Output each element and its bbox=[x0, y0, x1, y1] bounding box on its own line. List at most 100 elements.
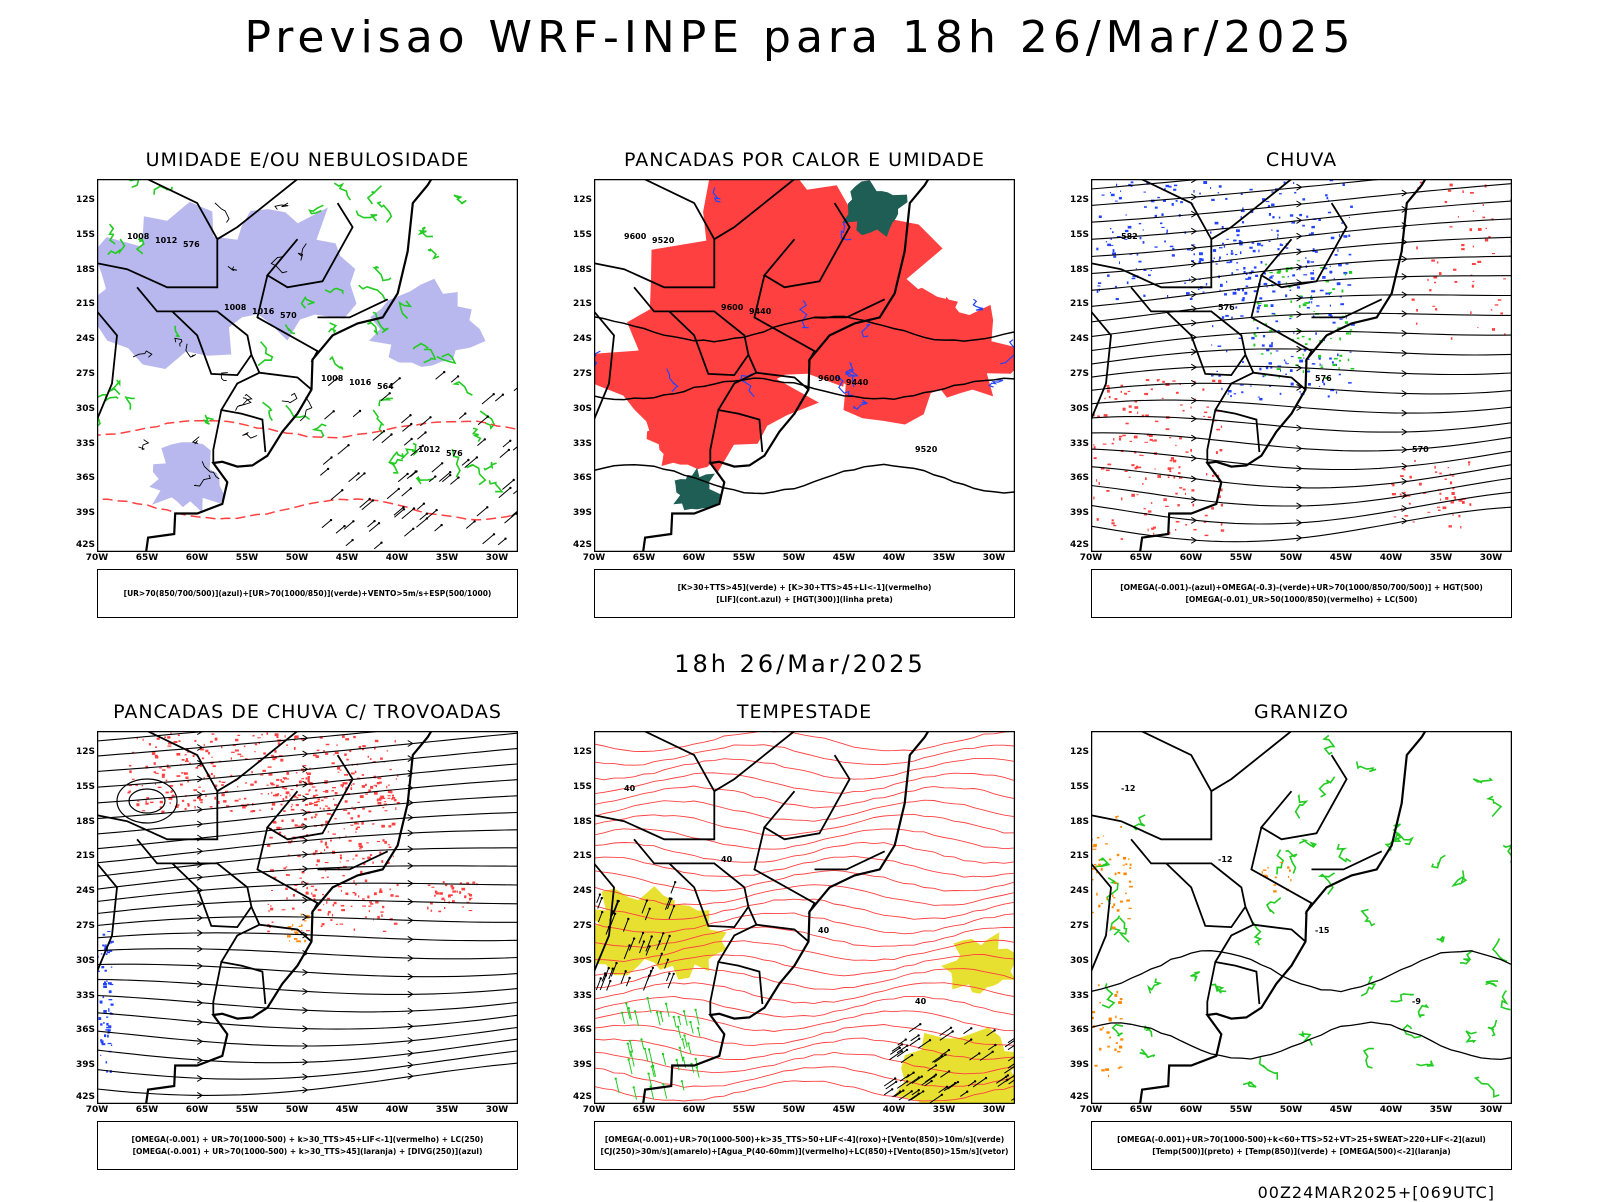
streamline-arrow bbox=[196, 1091, 204, 1099]
thunder-red bbox=[194, 806, 196, 809]
streamline-arrow bbox=[1296, 263, 1303, 271]
lon-label: 50W bbox=[782, 553, 806, 563]
thunder-red bbox=[331, 914, 334, 917]
wind-vector-head bbox=[326, 467, 330, 471]
rain-blue bbox=[1269, 385, 1272, 387]
temp850-contour bbox=[1486, 795, 1503, 818]
thunder-red bbox=[237, 734, 241, 736]
coastline bbox=[144, 731, 433, 1104]
rain-blue bbox=[1119, 261, 1120, 265]
thunder-red bbox=[316, 800, 320, 803]
omega-orange bbox=[1106, 1031, 1110, 1034]
rain-red bbox=[1447, 189, 1452, 192]
lifted-index-contour bbox=[840, 218, 852, 241]
map-frame bbox=[594, 179, 1015, 552]
thunder-red bbox=[396, 883, 399, 887]
streamline-arrow bbox=[1190, 319, 1198, 327]
thunder-red bbox=[246, 803, 250, 805]
contour-label: 1008 bbox=[127, 232, 150, 241]
wind-vector bbox=[401, 487, 412, 497]
rain-blue bbox=[1205, 283, 1208, 286]
rain-red bbox=[1111, 519, 1114, 522]
thunder-red bbox=[309, 802, 312, 805]
political-border bbox=[1253, 923, 1307, 943]
thunder-red bbox=[297, 794, 302, 797]
political-border bbox=[136, 286, 173, 313]
rain-red bbox=[1462, 501, 1465, 504]
rain-red bbox=[1175, 529, 1177, 531]
wind-vector bbox=[401, 414, 411, 424]
wind-strong-head bbox=[675, 1058, 678, 1062]
lon-label: 45W bbox=[832, 553, 856, 563]
thunder-red bbox=[364, 916, 367, 918]
streamline-arrow bbox=[302, 865, 309, 873]
lat-label: 33S bbox=[75, 990, 95, 1001]
omega-orange bbox=[1120, 1038, 1124, 1041]
thunder-red bbox=[356, 826, 360, 828]
wind-strong-head bbox=[664, 1002, 668, 1005]
rain-blue bbox=[1262, 198, 1266, 201]
thunder-red bbox=[384, 840, 387, 844]
rain-green bbox=[1321, 364, 1323, 368]
thunder-red bbox=[315, 813, 318, 816]
thunder-red bbox=[293, 739, 295, 742]
rain-red bbox=[1150, 502, 1153, 504]
political-border bbox=[713, 731, 796, 792]
rain-red bbox=[1460, 526, 1462, 529]
rain-red bbox=[1461, 244, 1465, 247]
thunder-red bbox=[372, 761, 376, 763]
rain-blue bbox=[1350, 205, 1353, 208]
wind-vector bbox=[477, 439, 486, 446]
divergence-blue bbox=[100, 1023, 103, 1026]
rain-blue bbox=[1277, 233, 1279, 237]
rain-blue bbox=[1226, 280, 1228, 283]
contour-label: 9440 bbox=[846, 378, 869, 387]
rain-red bbox=[1216, 428, 1221, 431]
wind-vector-head bbox=[947, 1048, 951, 1052]
divergence-blue bbox=[103, 1022, 105, 1024]
jet-stream-area bbox=[941, 932, 1015, 994]
streamline-arrow bbox=[1401, 310, 1408, 318]
divergence-blue bbox=[103, 1010, 107, 1013]
wind-strong-head bbox=[632, 1086, 635, 1089]
thunder-red bbox=[393, 799, 397, 802]
thunder-red bbox=[187, 803, 190, 807]
wind-vector-head bbox=[928, 1039, 932, 1042]
lat-label: 12S bbox=[1069, 195, 1089, 205]
wind-vector-head bbox=[501, 393, 505, 396]
rain-red bbox=[1145, 379, 1150, 382]
rain-blue bbox=[1310, 272, 1314, 275]
wind-vector-head bbox=[412, 527, 415, 530]
rain-red bbox=[1185, 492, 1186, 495]
wind-vector bbox=[608, 968, 614, 980]
omega-orange bbox=[1273, 890, 1277, 893]
wind-strong bbox=[673, 1016, 677, 1028]
thunder-red bbox=[315, 864, 318, 866]
wind-strong bbox=[681, 1081, 685, 1091]
pressure-contour bbox=[235, 397, 252, 411]
rain-blue bbox=[1198, 260, 1201, 264]
contour-label: 570 bbox=[1412, 445, 1429, 454]
omega-orange bbox=[1290, 879, 1292, 882]
wind-vector-head bbox=[934, 1064, 938, 1067]
thunder-red bbox=[184, 807, 187, 810]
wind-vector bbox=[1007, 1037, 1015, 1044]
streamline-arrow bbox=[1190, 260, 1198, 268]
thunder-red bbox=[301, 778, 304, 780]
rain-red bbox=[1457, 216, 1459, 218]
political-border bbox=[1165, 862, 1247, 929]
temp850-contour bbox=[1451, 870, 1468, 888]
rain-blue bbox=[1256, 310, 1260, 313]
rain-blue bbox=[1171, 203, 1174, 206]
wind-vector bbox=[450, 477, 459, 485]
map-fields bbox=[1091, 179, 1512, 544]
thunder-red bbox=[290, 808, 295, 811]
wind-vector bbox=[381, 434, 392, 444]
rain-red bbox=[1139, 454, 1142, 456]
rain-blue bbox=[1328, 313, 1332, 317]
rain-blue bbox=[1340, 303, 1344, 306]
temp850-contour bbox=[1390, 993, 1414, 1003]
wind-vector-head bbox=[424, 431, 427, 434]
rain-red bbox=[1419, 181, 1424, 184]
divergence-blue bbox=[110, 942, 113, 944]
